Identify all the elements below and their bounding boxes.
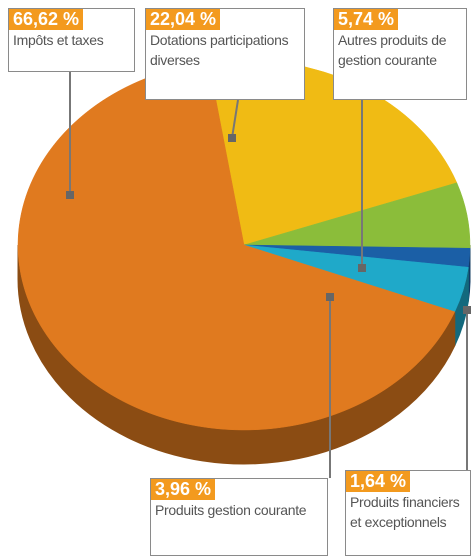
category-label: Impôts et taxes [13,32,104,48]
value-label: 3,96 % [151,479,216,500]
value-label: 66,62 % [9,9,84,30]
leader-marker [66,191,74,199]
label-box: 1,64 % Produits financiers et exceptionne… [345,470,471,556]
label-box: 22,04 % Dotations participations diverses [145,8,305,100]
category-label: Produits financiers et exceptionnels [350,494,460,530]
leader-marker [358,264,366,272]
category-label: Autres produits de gestion courante [338,32,447,68]
label-box: 66,62 % Impôts et taxes [8,8,135,72]
leader-line [231,99,239,139]
value-label: 22,04 % [146,9,221,30]
leader-marker [326,293,334,301]
slice [17,61,456,431]
category-label: Dotations participations diverses [150,32,289,68]
value-label: 1,64 % [346,471,411,492]
label-box: 3,96 % Produits gestion courante [150,478,328,556]
label-box: 5,74 % Autres produits de gestion courant… [333,8,467,100]
leader-marker [228,134,236,142]
leader-marker [463,306,471,314]
value-label: 5,74 % [334,9,399,30]
category-label: Produits gestion courante [155,502,307,518]
